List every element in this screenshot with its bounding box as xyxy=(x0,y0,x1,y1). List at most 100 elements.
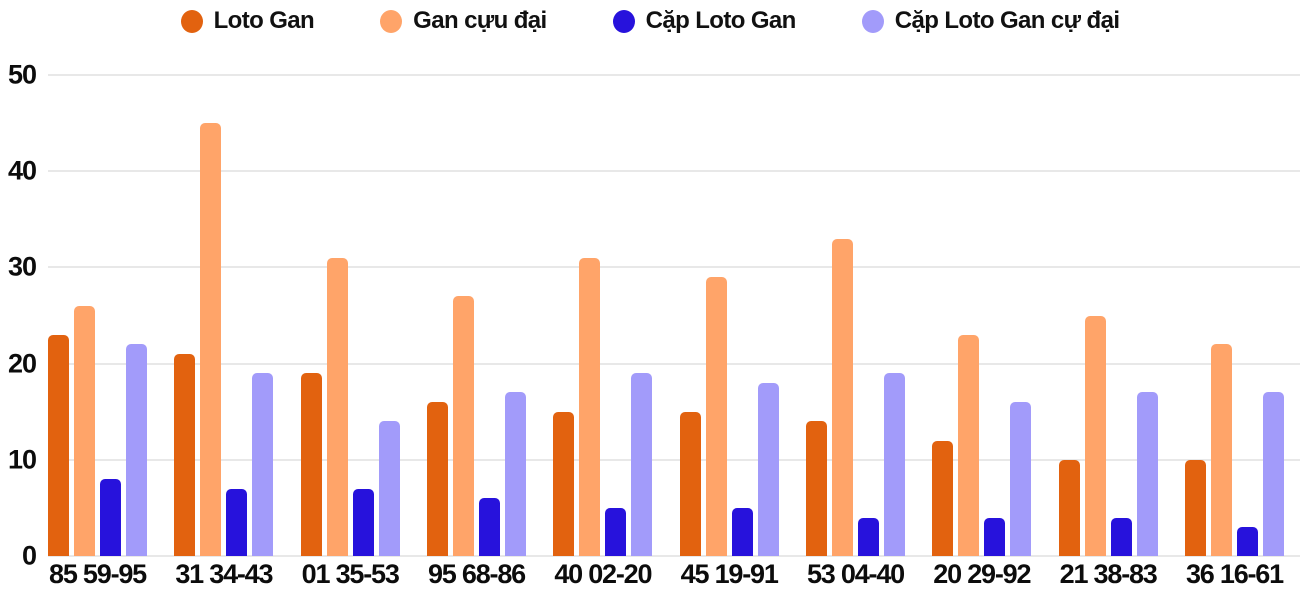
bar-c-p-loto-gan-c-i[interactable] xyxy=(252,373,274,556)
y-tick-label: 30 xyxy=(7,251,37,282)
bar-group-7 xyxy=(805,75,905,556)
x-tick-slot: 40 02-20 xyxy=(553,561,652,588)
bar-c-p-loto-gan-c-i[interactable] xyxy=(1262,392,1284,556)
x-tick-slot: 36 16-61 xyxy=(1185,561,1284,588)
legend-swatch-icon xyxy=(380,9,403,33)
x-axis: 85 59-95 31 34-43 01 35-53 95 68-86 40 02-20… xyxy=(48,561,1300,588)
bar-c-p-loto-gan-c-i[interactable] xyxy=(126,344,147,556)
bar-loto-gan[interactable] xyxy=(932,440,954,556)
legend-item-4[interactable]: Cặp Loto Gan cự đại xyxy=(861,7,1120,35)
gridline xyxy=(48,266,1300,269)
bar-loto-gan[interactable] xyxy=(426,402,448,556)
gridline xyxy=(48,170,1300,173)
legend-label: Cặp Loto Gan xyxy=(645,7,797,34)
bar-group-8 xyxy=(932,75,1032,556)
x-tick-label: 53 04-40 xyxy=(806,559,905,589)
y-tick-label: 50 xyxy=(7,59,37,90)
bar-c-p-loto-gan-c-i[interactable] xyxy=(378,421,400,556)
plot-area xyxy=(48,74,1300,557)
bar-c-p-loto-gan-c-i[interactable] xyxy=(757,382,779,556)
y-tick-label: 0 xyxy=(21,540,37,571)
bar-loto-gan[interactable] xyxy=(300,373,322,556)
bar-c-p-loto-gan[interactable] xyxy=(100,479,121,556)
legend-item-2[interactable]: Gan cựu đại xyxy=(380,7,547,35)
bar-gan-c-u-i[interactable] xyxy=(1210,344,1232,556)
legend-label: Cặp Loto Gan cự đại xyxy=(894,7,1120,34)
gridline xyxy=(48,74,1300,76)
bar-group-6 xyxy=(679,75,779,556)
bar-c-p-loto-gan-c-i[interactable] xyxy=(631,373,653,556)
x-tick-slot: 21 38-83 xyxy=(1059,561,1158,588)
x-tick-slot: 45 19-91 xyxy=(680,561,779,588)
bar-c-p-loto-gan[interactable] xyxy=(731,507,753,556)
bar-c-p-loto-gan[interactable] xyxy=(226,488,248,556)
legend-label: Gan cựu đại xyxy=(413,7,547,34)
x-tick-label: 31 34-43 xyxy=(175,559,273,589)
x-tick-slot: 85 59-95 xyxy=(48,561,147,588)
bar-group-3 xyxy=(300,75,400,556)
y-axis: 0 10 20 30 40 50 xyxy=(0,61,37,569)
x-tick-label: 95 68-86 xyxy=(427,559,526,589)
bar-group-9 xyxy=(1058,75,1158,556)
bar-group-10 xyxy=(1184,75,1284,556)
x-tick-slot: 20 29-92 xyxy=(932,561,1031,588)
bar-c-p-loto-gan-c-i[interactable] xyxy=(883,373,905,556)
bar-c-p-loto-gan-c-i[interactable] xyxy=(1136,392,1158,556)
bar-group-5 xyxy=(553,75,653,556)
bar-loto-gan[interactable] xyxy=(679,411,701,556)
bar-gan-c-u-i[interactable] xyxy=(705,277,727,556)
x-tick-label: 20 29-92 xyxy=(933,559,1031,589)
bar-c-p-loto-gan-c-i[interactable] xyxy=(1010,402,1032,556)
bar-c-p-loto-gan-c-i[interactable] xyxy=(504,392,526,556)
bar-gan-c-u-i[interactable] xyxy=(200,123,222,556)
bar-loto-gan[interactable] xyxy=(48,334,69,556)
x-tick-slot: 31 34-43 xyxy=(174,561,273,588)
legend-swatch-icon xyxy=(861,9,884,33)
bar-gan-c-u-i[interactable] xyxy=(452,296,474,556)
x-tick-label: 36 16-61 xyxy=(1185,559,1284,589)
bar-loto-gan[interactable] xyxy=(805,421,827,556)
bar-group-4 xyxy=(426,75,526,556)
bar-gan-c-u-i[interactable] xyxy=(831,238,853,556)
bar-gan-c-u-i[interactable] xyxy=(579,257,601,556)
legend: Loto Gan Gan cựu đại Cặp Loto Gan Cặp Loto … xyxy=(0,7,1300,35)
x-tick-label: 40 02-20 xyxy=(554,559,652,589)
bar-group-2 xyxy=(174,75,274,556)
bar-c-p-loto-gan[interactable] xyxy=(857,517,879,556)
bar-gan-c-u-i[interactable] xyxy=(326,257,348,556)
x-tick-slot: 01 35-53 xyxy=(301,561,400,588)
bar-group-1 xyxy=(48,75,147,556)
y-tick-label: 20 xyxy=(7,348,37,379)
x-tick-label: 01 35-53 xyxy=(301,559,400,589)
bar-c-p-loto-gan[interactable] xyxy=(605,507,627,556)
bar-c-p-loto-gan[interactable] xyxy=(1236,527,1258,556)
legend-swatch-icon xyxy=(612,9,635,33)
bar-loto-gan[interactable] xyxy=(1058,459,1080,556)
bar-gan-c-u-i[interactable] xyxy=(1084,315,1106,556)
bar-c-p-loto-gan[interactable] xyxy=(352,488,374,556)
gridline xyxy=(48,362,1300,365)
bar-c-p-loto-gan[interactable] xyxy=(1110,517,1132,556)
x-tick-slot: 53 04-40 xyxy=(806,561,905,588)
y-tick-label: 10 xyxy=(7,444,37,475)
bar-loto-gan[interactable] xyxy=(174,353,196,556)
bar-c-p-loto-gan[interactable] xyxy=(984,517,1006,556)
bar-loto-gan[interactable] xyxy=(553,411,575,556)
x-tick-slot: 95 68-86 xyxy=(427,561,526,588)
legend-label: Loto Gan xyxy=(213,7,315,34)
bar-c-p-loto-gan[interactable] xyxy=(478,498,500,556)
gridline xyxy=(48,458,1300,461)
y-tick-label: 40 xyxy=(7,155,37,186)
bar-groups xyxy=(48,75,1300,556)
legend-swatch-icon xyxy=(180,9,203,33)
x-tick-label: 85 59-95 xyxy=(49,559,147,589)
x-tick-label: 45 19-91 xyxy=(680,559,779,589)
x-tick-label: 21 38-83 xyxy=(1059,559,1158,589)
gridline xyxy=(48,555,1300,557)
legend-item-1[interactable]: Loto Gan xyxy=(180,7,315,35)
bar-loto-gan[interactable] xyxy=(1184,459,1206,556)
bar-gan-c-u-i[interactable] xyxy=(74,305,95,556)
legend-item-3[interactable]: Cặp Loto Gan xyxy=(612,7,797,35)
bar-gan-c-u-i[interactable] xyxy=(958,334,980,556)
